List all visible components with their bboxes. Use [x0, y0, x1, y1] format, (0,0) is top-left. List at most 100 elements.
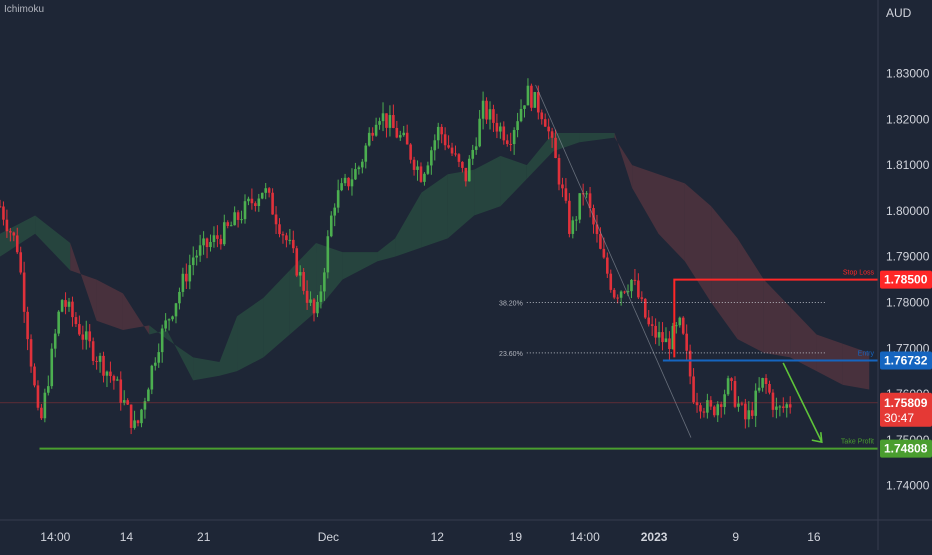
candle-body: [416, 166, 419, 170]
candle-body: [29, 339, 33, 367]
candle-body: [319, 291, 323, 302]
candle-body: [540, 112, 544, 120]
fib-diagonal: [535, 84, 692, 438]
candle-body: [371, 132, 374, 136]
candle-body: [523, 105, 526, 109]
candle-body: [561, 184, 564, 189]
candle-body: [526, 85, 530, 106]
cloud-segment: [737, 238, 764, 353]
candle-body: [19, 252, 23, 273]
candle-body: [699, 405, 702, 412]
entry-tag-value: 1.76732: [884, 354, 928, 368]
candle-body: [495, 122, 499, 132]
cloud-segment: [763, 279, 791, 358]
candle-body: [681, 317, 685, 334]
candle-body: [512, 130, 516, 145]
candle-body: [609, 273, 613, 290]
candle-body: [640, 297, 644, 299]
cloud-segment: [377, 238, 396, 262]
stop-loss-label: Stop Loss: [843, 270, 875, 277]
candle-body: [47, 386, 50, 393]
candle-body: [426, 165, 430, 174]
cloud-segment: [237, 297, 264, 372]
candle-body: [392, 115, 395, 128]
candle-body: [340, 183, 343, 191]
candle-body: [723, 394, 726, 407]
x-tick-label: 12: [431, 530, 445, 544]
candle-body: [133, 420, 136, 428]
countdown-value: 30:47: [884, 411, 914, 425]
candle-body: [84, 331, 88, 340]
cloud-segment: [395, 192, 422, 257]
candle-body: [260, 192, 264, 199]
candle-body: [5, 219, 9, 232]
candle-body: [606, 257, 609, 274]
candle-body: [671, 325, 675, 350]
candle-body: [657, 332, 661, 338]
candle-body: [236, 212, 240, 220]
candle-body: [712, 406, 716, 416]
candle-body: [26, 311, 29, 340]
candle-body: [102, 355, 105, 376]
candle-body: [423, 173, 426, 182]
candle-body: [288, 239, 292, 241]
currency-label: AUD: [886, 6, 912, 20]
candle-body: [323, 272, 326, 292]
candle-body: [740, 403, 744, 405]
candle-body: [685, 333, 688, 351]
take-profit-tag-value: 1.74808: [884, 442, 928, 456]
candle-body: [481, 100, 485, 119]
candle-body: [619, 291, 623, 298]
cloud-segment: [122, 293, 150, 335]
x-tick-label: 14:00: [40, 530, 70, 544]
candle-body: [298, 272, 302, 276]
candle-body: [571, 220, 575, 234]
candle-body: [388, 115, 392, 128]
candle-body: [157, 352, 161, 363]
cloud-segment: [447, 169, 475, 239]
candle-body: [216, 235, 219, 239]
candle-body: [485, 100, 488, 120]
projection-arrowhead: [811, 432, 823, 444]
candle-body: [564, 188, 568, 201]
candle-body: [654, 325, 657, 338]
candle-body: [474, 146, 478, 150]
candle-body: [775, 406, 778, 410]
candle-body: [36, 385, 40, 408]
candle-body: [12, 232, 16, 236]
candle-body: [664, 338, 668, 343]
cloud-segment: [526, 133, 554, 179]
candle-body: [95, 360, 98, 362]
candle-body: [626, 291, 630, 293]
candle-body: [350, 179, 354, 187]
candle-body: [205, 238, 209, 248]
candle-body: [492, 109, 495, 123]
candle-body: [454, 153, 457, 155]
candle-body: [267, 188, 271, 193]
candle-body: [709, 400, 713, 407]
candle-body: [274, 214, 278, 225]
candle-body: [136, 420, 140, 424]
candle-body: [188, 265, 192, 282]
cloud-segment: [421, 174, 448, 248]
candle-body: [650, 324, 654, 326]
candle-body: [750, 410, 754, 416]
candle-body: [478, 118, 481, 147]
x-tick-label: Dec: [318, 530, 339, 544]
candle-body: [395, 127, 399, 138]
candle-body: [768, 384, 771, 393]
candle-body: [53, 333, 57, 349]
candle-body: [443, 134, 447, 146]
candle-body: [385, 113, 388, 128]
candle-body: [222, 222, 226, 245]
candle-body: [60, 300, 64, 312]
candle-body: [240, 219, 243, 221]
candle-body: [374, 124, 378, 136]
candle-body: [381, 113, 385, 122]
candle-body: [754, 390, 757, 416]
candle-body: [737, 403, 740, 407]
candle-body: [285, 235, 288, 241]
y-tick-label: 1.83000: [886, 67, 930, 81]
